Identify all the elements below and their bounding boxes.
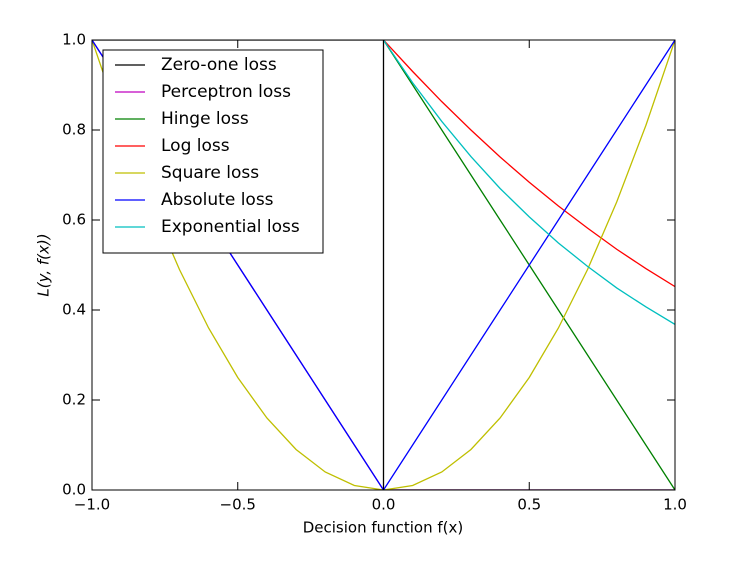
x-tick-label: 0.5	[517, 496, 541, 514]
legend-box	[102, 49, 324, 254]
y-tick-label: 0.6	[62, 211, 86, 229]
x-tick-label: −0.5	[220, 496, 256, 514]
series-line	[92, 40, 675, 490]
x-tick-label: 1.0	[663, 496, 687, 514]
x-tick-label: −1.0	[74, 496, 110, 514]
y-tick-label: 1.0	[62, 31, 86, 49]
series-line	[92, 40, 675, 490]
y-axis-label: L(y, f(x))	[35, 233, 53, 296]
y-tick-label: 0.0	[62, 481, 86, 499]
x-tick-label: 0.0	[372, 496, 396, 514]
y-tick-label: 0.2	[62, 391, 86, 409]
y-tick-label: 0.8	[62, 121, 86, 139]
legend: Zero-one loss Perceptron loss Hinge loss Lo…	[102, 49, 324, 254]
legend-label: Absolute loss	[161, 190, 274, 210]
legend-label: Log loss	[161, 136, 230, 156]
series-line	[382, 40, 675, 490]
series-line	[382, 40, 675, 288]
series-line	[382, 40, 675, 325]
legend-label: Exponential loss	[161, 217, 300, 237]
legend-label: Square loss	[161, 163, 259, 183]
legend-label: Zero-one loss	[161, 55, 277, 75]
y-tick-label: 0.4	[62, 301, 86, 319]
x-axis-label: Decision function f(x)	[303, 519, 464, 537]
legend-label: Perceptron loss	[161, 82, 291, 102]
legend-label: Hinge loss	[161, 109, 249, 129]
